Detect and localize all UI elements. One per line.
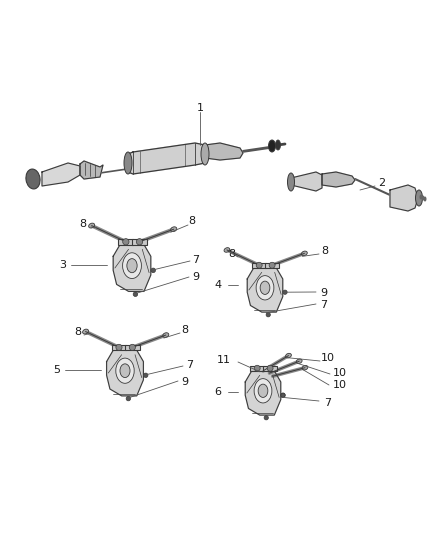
- Polygon shape: [125, 345, 140, 350]
- Ellipse shape: [224, 248, 230, 252]
- Circle shape: [129, 344, 135, 351]
- Text: 7: 7: [192, 255, 200, 265]
- Circle shape: [264, 416, 268, 420]
- Ellipse shape: [302, 366, 308, 370]
- Circle shape: [133, 292, 138, 296]
- Ellipse shape: [163, 333, 169, 337]
- Text: 3: 3: [60, 260, 67, 270]
- Polygon shape: [250, 366, 264, 371]
- Circle shape: [254, 365, 260, 371]
- Ellipse shape: [171, 227, 177, 231]
- Circle shape: [266, 313, 270, 317]
- Ellipse shape: [424, 197, 427, 201]
- Polygon shape: [42, 163, 80, 186]
- Polygon shape: [128, 143, 205, 174]
- Text: 2: 2: [378, 178, 385, 188]
- Text: 7: 7: [187, 360, 194, 370]
- Circle shape: [116, 344, 122, 351]
- Ellipse shape: [116, 358, 134, 383]
- Text: 8: 8: [321, 246, 328, 256]
- Text: 8: 8: [181, 325, 189, 335]
- Polygon shape: [252, 263, 266, 268]
- Text: 10: 10: [333, 380, 347, 390]
- Polygon shape: [291, 172, 322, 191]
- Polygon shape: [118, 239, 133, 245]
- Text: 7: 7: [325, 398, 332, 408]
- Text: 9: 9: [192, 272, 200, 282]
- Ellipse shape: [120, 364, 130, 377]
- Ellipse shape: [420, 195, 423, 199]
- Circle shape: [283, 290, 287, 294]
- Circle shape: [267, 365, 273, 371]
- Circle shape: [151, 268, 155, 272]
- Ellipse shape: [421, 196, 424, 200]
- Circle shape: [281, 393, 285, 397]
- Text: 8: 8: [229, 249, 236, 259]
- Ellipse shape: [123, 253, 141, 279]
- Text: 8: 8: [79, 219, 87, 229]
- Circle shape: [269, 262, 275, 268]
- Ellipse shape: [276, 140, 280, 150]
- Circle shape: [281, 393, 285, 397]
- Polygon shape: [205, 143, 243, 160]
- Polygon shape: [247, 268, 283, 312]
- Ellipse shape: [124, 152, 132, 174]
- Circle shape: [126, 397, 131, 401]
- Text: 1: 1: [197, 103, 204, 113]
- Circle shape: [144, 373, 148, 377]
- Polygon shape: [113, 245, 151, 292]
- Text: 4: 4: [215, 280, 222, 290]
- Ellipse shape: [297, 359, 302, 364]
- Text: 9: 9: [321, 288, 328, 298]
- Ellipse shape: [258, 384, 268, 398]
- Text: 11: 11: [217, 355, 231, 365]
- Ellipse shape: [201, 143, 209, 165]
- Polygon shape: [80, 161, 103, 179]
- Text: 10: 10: [333, 368, 347, 378]
- Ellipse shape: [416, 190, 423, 206]
- Polygon shape: [112, 345, 126, 350]
- Circle shape: [256, 262, 262, 268]
- Text: 8: 8: [188, 216, 195, 226]
- Text: 5: 5: [53, 365, 60, 375]
- Ellipse shape: [83, 329, 88, 334]
- Text: 10: 10: [321, 353, 335, 363]
- Ellipse shape: [301, 251, 307, 256]
- Polygon shape: [106, 350, 143, 396]
- Circle shape: [123, 239, 129, 245]
- Polygon shape: [390, 185, 418, 211]
- Text: 8: 8: [74, 327, 81, 337]
- Text: 6: 6: [215, 387, 222, 397]
- Polygon shape: [265, 263, 279, 268]
- Circle shape: [136, 239, 143, 245]
- Ellipse shape: [256, 276, 274, 300]
- Ellipse shape: [127, 259, 137, 273]
- Polygon shape: [263, 366, 277, 371]
- Ellipse shape: [268, 140, 276, 152]
- Ellipse shape: [287, 173, 294, 191]
- Text: 7: 7: [321, 300, 328, 310]
- Polygon shape: [322, 172, 355, 187]
- Polygon shape: [132, 239, 147, 245]
- Ellipse shape: [254, 378, 272, 403]
- Ellipse shape: [286, 353, 291, 358]
- Text: 9: 9: [181, 377, 189, 387]
- Ellipse shape: [260, 281, 270, 294]
- Ellipse shape: [88, 223, 95, 228]
- Polygon shape: [245, 371, 281, 415]
- Ellipse shape: [26, 169, 40, 189]
